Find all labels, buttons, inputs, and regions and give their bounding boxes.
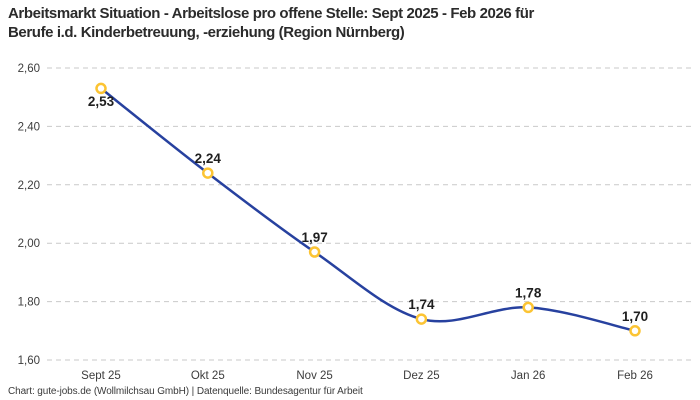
data-point-marker (308, 246, 321, 258)
y-axis-tick-label: 2,40 (18, 121, 40, 133)
data-point-value-label: 1,97 (301, 230, 327, 245)
y-axis-tick-label: 2,60 (18, 63, 40, 75)
y-axis-tick-label: 2,20 (18, 180, 40, 192)
data-point-value-label: 1,70 (622, 309, 648, 324)
y-axis-tick-label: 2,00 (18, 238, 40, 250)
data-point-marker (415, 313, 428, 325)
data-point-value-label: 1,74 (408, 297, 435, 312)
data-point-value-label: 1,78 (515, 285, 542, 300)
x-axis-tick-label: Nov 25 (296, 370, 332, 382)
x-axis-labels-group: Sept 25 Okt 25 Nov 25 Dez 25 Jan 26 Feb 26 (81, 370, 653, 382)
chart-title-line1: Arbeitsmarkt Situation - Arbeitslose pro… (8, 5, 534, 22)
y-axis-labels-group: 2,60 2,40 2,20 2,00 1,80 1,60 (18, 63, 40, 367)
chart-source-note: Chart: gute-jobs.de (Wollmilchsau GmbH) … (8, 386, 363, 397)
data-point-marker (629, 325, 641, 337)
x-axis-tick-label: Sept 25 (81, 370, 121, 382)
x-axis-tick-label: Okt 25 (191, 370, 225, 382)
data-series-line (99, 87, 637, 333)
x-axis-tick-label: Dez 25 (403, 370, 439, 382)
data-point-value-label: 2,53 (88, 94, 115, 109)
y-axis-tick-label: 1,60 (18, 355, 40, 367)
data-point-marker (202, 167, 214, 179)
data-point-marker (95, 82, 107, 95)
x-axis-tick-label: Jan 26 (511, 370, 546, 382)
data-point-marker (522, 301, 534, 314)
data-point-value-label: 2,24 (195, 151, 222, 166)
chart-title: Arbeitsmarkt Situation - Arbeitslose pro… (8, 4, 668, 42)
chart-title-line2: Berufe i.d. Kinderbetreuung, -erziehung … (8, 24, 405, 41)
y-axis-tick-label: 1,80 (18, 297, 40, 309)
x-axis-tick-label: Feb 26 (617, 370, 653, 382)
gridlines-group (47, 67, 694, 361)
data-points-group: 2,53 2,24 1,97 1,74 1,78 1,70 (88, 82, 648, 337)
